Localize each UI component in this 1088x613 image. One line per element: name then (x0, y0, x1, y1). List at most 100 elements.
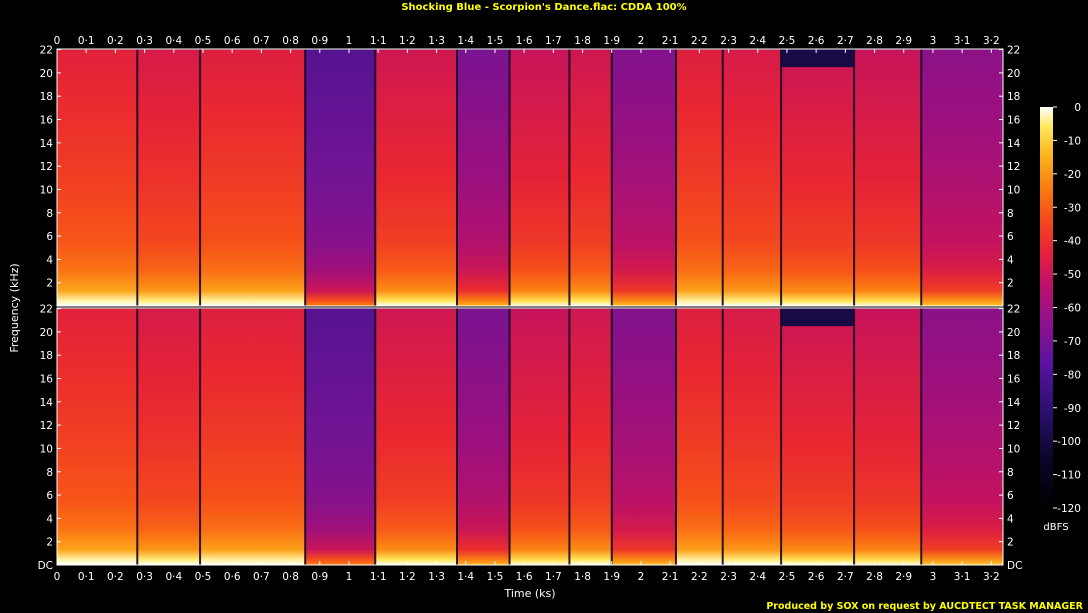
x-tick-label-bottom: 0·9 (311, 571, 328, 583)
spectrogram-segment (137, 308, 201, 565)
spectrogram-segment (569, 308, 612, 565)
y-tick-label-left: 18 (40, 91, 53, 103)
x-tick-label-bottom: 3 (930, 571, 937, 583)
y-tick-label-left: 8 (46, 467, 53, 479)
spectrogram-segment (200, 49, 306, 307)
track-boundary (610, 49, 613, 306)
x-tick-label-top: 2·3 (720, 35, 737, 47)
y-tick-label-right: 14 (1007, 397, 1021, 409)
x-tick-label-top: 2·5 (779, 35, 796, 47)
x-tick-label-bottom: 0·1 (78, 571, 95, 583)
track-boundary (374, 308, 377, 565)
footer-credit: Produced by SOX on request by AUCDTECT T… (766, 601, 1083, 612)
y-tick-label-left: 14 (40, 397, 54, 409)
x-tick-label-bottom: 1·8 (574, 571, 591, 583)
x-tick-label-bottom: 1·2 (399, 571, 416, 583)
x-tick-label-bottom: 2·8 (866, 571, 883, 583)
spectrogram-segment (457, 49, 510, 307)
track-boundary (304, 308, 307, 565)
spectrogram-segment (375, 49, 458, 307)
x-tick-label-top: 2·9 (895, 35, 912, 47)
spectrogram-segment (611, 49, 676, 307)
x-tick-label-bottom: 0 (54, 571, 61, 583)
x-tick-label-bottom: 0·5 (195, 571, 212, 583)
spectrogram-segment (854, 49, 922, 307)
chart-title: Shocking Blue - Scorpion's Dance.flac: C… (401, 2, 686, 13)
x-axis-label: Time (ks) (503, 587, 555, 600)
y-tick-label-left: 2 (46, 278, 53, 290)
track-boundary (304, 49, 307, 306)
track-boundary (780, 49, 783, 306)
spectrogram-segment (921, 49, 1003, 307)
y-tick-label-right: 2 (1007, 278, 1014, 290)
colorbar-tick-label: -50 (1064, 269, 1081, 281)
track-boundary (456, 308, 459, 565)
track-boundary (508, 49, 511, 306)
x-tick-label-top: 1·4 (457, 35, 474, 47)
track-boundary (136, 49, 139, 306)
x-tick-label-top: 1·5 (487, 35, 504, 47)
y-tick-label-left: 22 (40, 45, 53, 57)
y-tick-label-left: 20 (40, 68, 53, 80)
spectrogram-segment (921, 308, 1003, 565)
x-tick-label-bottom: 2·7 (837, 571, 854, 583)
track-boundary (568, 49, 571, 306)
x-tick-label-bottom: 2·1 (662, 571, 679, 583)
y-tick-label-left: 10 (40, 443, 53, 455)
y-tick-label-right: 4 (1007, 513, 1014, 525)
colorbar-tick-label: -20 (1064, 169, 1081, 181)
track-boundary (920, 49, 923, 306)
y-tick-label-right: 18 (1007, 350, 1020, 362)
colorbar-tick-label: -70 (1064, 336, 1081, 348)
y-tick-label-left: 16 (40, 374, 54, 386)
spectrogram-segment (781, 326, 855, 565)
track-boundary (920, 308, 923, 565)
x-tick-label-top: 3·2 (983, 35, 1000, 47)
colorbar-tick-label: -30 (1064, 202, 1081, 214)
y-tick-label-right: 16 (1007, 115, 1021, 127)
x-tick-label-top: 1·9 (603, 35, 620, 47)
track-boundary (674, 49, 677, 306)
y-tick-label-left: 6 (46, 231, 53, 243)
x-tick-label-top: 2·1 (662, 35, 679, 47)
colorbar-tick-label: -80 (1064, 369, 1081, 381)
y-tick-label-left: 12 (40, 420, 53, 432)
x-tick-label-bottom: 1·6 (516, 571, 533, 583)
x-tick-label-bottom: 2·2 (691, 571, 708, 583)
x-tick-label-top: 0·3 (136, 35, 153, 47)
x-tick-label-top: 2·8 (866, 35, 883, 47)
colorbar-unit-label: dBFS (1043, 522, 1068, 533)
colorbar-tick-label: -10 (1064, 135, 1081, 147)
spectrogram-segment (722, 308, 782, 565)
x-tick-label-top: 2·2 (691, 35, 708, 47)
y-tick-label-right: 16 (1007, 374, 1021, 386)
spectrogram-segment (509, 49, 570, 307)
x-tick-label-bottom: 0·8 (282, 571, 299, 583)
y-tick-label-right: 20 (1007, 68, 1020, 80)
x-tick-label-top: 1·6 (516, 35, 533, 47)
x-tick-label-bottom: 1·7 (545, 571, 562, 583)
spectrogram-segment (137, 49, 201, 307)
y-tick-label-left: 14 (40, 138, 54, 150)
track-boundary (674, 308, 677, 565)
spectrogram-segment (611, 308, 676, 565)
x-tick-label-top: 0·2 (107, 35, 124, 47)
x-tick-label-top: 0·7 (253, 35, 270, 47)
colorbar-tick-label: -110 (1057, 470, 1081, 482)
x-tick-label-top: 3 (930, 35, 937, 47)
x-tick-label-top: 2·6 (808, 35, 825, 47)
spectrogram-segment (509, 308, 570, 565)
track-boundary (508, 308, 511, 565)
x-tick-label-top: 0·6 (224, 35, 241, 47)
x-tick-label-top: 3·1 (954, 35, 971, 47)
y-tick-label-left: 20 (40, 327, 53, 339)
spectrogram-plots (56, 48, 1004, 566)
spectrogram-segment (305, 49, 376, 307)
x-tick-label-top: 1·7 (545, 35, 562, 47)
channel-left-spectrogram (56, 48, 1004, 307)
x-tick-label-bottom: 2·6 (808, 571, 825, 583)
track-boundary (456, 49, 459, 306)
spectrogram-segment (457, 308, 510, 565)
spectrogram-segment (854, 308, 922, 565)
